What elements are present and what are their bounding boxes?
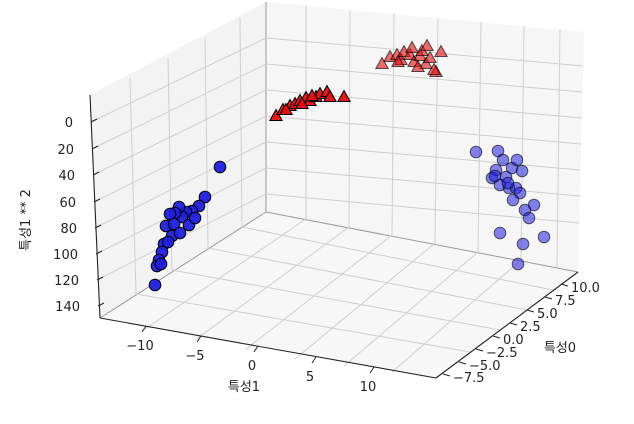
y-tick-mark	[141, 325, 147, 333]
y-tick-label: 10	[360, 380, 377, 395]
z-axis-ticks: 0 20 40 60 80 100 120 140	[53, 116, 105, 315]
circle-marker	[510, 153, 524, 167]
triangle-marker	[374, 56, 390, 70]
floor-pane	[100, 212, 578, 378]
x-tick-mark	[442, 373, 451, 377]
z-tick-mark	[97, 302, 105, 307]
z-tick-mark	[92, 171, 100, 176]
x-tick-label: 10.0	[571, 281, 600, 296]
z-tick-label: 140	[55, 300, 80, 315]
circle-marker	[522, 211, 536, 225]
y-axis-line	[99, 317, 437, 379]
y-tick-mark	[196, 335, 202, 343]
y-tick-mark	[253, 345, 259, 353]
circle-marker	[488, 169, 502, 183]
circle-marker	[501, 176, 515, 190]
circle-marker	[188, 211, 202, 225]
y-tick-label: 5	[306, 370, 314, 385]
triangle-marker	[404, 40, 420, 54]
triangle-marker	[294, 96, 310, 110]
y-tick-label: 0	[248, 359, 256, 374]
circle-marker	[161, 235, 175, 249]
circle-marker	[506, 193, 520, 207]
z-tick-mark	[90, 118, 98, 123]
back-pane	[266, 2, 584, 272]
x-tick-mark	[509, 322, 518, 326]
circle-marker	[496, 153, 510, 167]
circle-marker	[511, 257, 525, 271]
z-tick-label: 100	[53, 248, 78, 263]
circle-marker	[537, 230, 551, 244]
axis-lines	[89, 94, 579, 379]
triangle-marker	[278, 102, 294, 116]
circle-marker	[493, 226, 507, 240]
x-axis-ticks: 10.07.55.02.50.0−2.5−5.0−7.5	[442, 281, 600, 386]
triangle-marker	[390, 54, 406, 68]
pane-edge-floor-right	[265, 211, 579, 273]
triangle-marker	[426, 62, 442, 76]
z-tick-mark	[94, 224, 102, 229]
z-axis-line	[89, 94, 101, 319]
data-points	[148, 38, 551, 292]
triangle-marker	[304, 88, 320, 102]
x-tick-mark	[458, 361, 467, 365]
x-tick-mark	[526, 309, 535, 313]
y-axis-title: 특성1	[228, 380, 260, 395]
y-axis-ticks: −10 −5 0 5 10	[126, 325, 377, 395]
triangle-marker	[336, 89, 352, 103]
z-tick-mark	[96, 276, 104, 281]
z-tick-label: 40	[58, 169, 75, 184]
x-tick-label: −2.5	[486, 346, 518, 361]
circle-marker	[167, 217, 181, 231]
x-tick-label: 2.5	[520, 320, 541, 335]
triangle-marker	[433, 44, 449, 58]
x-tick-label: −5.0	[469, 359, 501, 374]
circle-marker	[213, 160, 227, 174]
z-tick-label: 80	[60, 222, 77, 237]
x-tick-label: −7.5	[453, 371, 485, 386]
circle-marker	[469, 145, 483, 159]
pane-edge-floor-left	[99, 211, 267, 319]
y-tick-mark	[311, 356, 317, 364]
x-tick-mark	[560, 283, 569, 287]
x-axis-title: 특성0	[544, 341, 576, 356]
circle-marker	[173, 226, 187, 240]
y-tick-label: −10	[126, 339, 153, 354]
z-tick-label: 20	[57, 143, 74, 158]
circle-marker	[154, 257, 168, 271]
x-tick-mark	[492, 335, 501, 339]
x-tick-mark	[544, 296, 553, 300]
triangle-marker	[410, 59, 426, 73]
triangle-marker	[422, 50, 438, 64]
x-tick-label: 5.0	[537, 307, 558, 322]
y-tick-label: −5	[185, 349, 204, 364]
x-tick-mark	[475, 348, 484, 352]
y-tick-mark	[369, 366, 375, 374]
triangle-marker	[419, 38, 435, 52]
x-tick-label: 7.5	[555, 294, 576, 309]
z-axis-title: 특성1 ** 2	[19, 189, 34, 251]
triangle-marker	[322, 89, 338, 103]
z-tick-mark	[93, 198, 101, 203]
z-tick-mark	[91, 145, 99, 150]
x-tick-label: 0.0	[503, 333, 524, 348]
z-tick-label: 0	[65, 116, 73, 131]
circle-marker	[198, 190, 212, 204]
circle-marker	[148, 278, 162, 292]
circle-marker	[516, 237, 530, 251]
x-axis-line	[435, 271, 579, 379]
z-tick-label: 120	[54, 274, 79, 289]
z-tick-label: 60	[59, 196, 76, 211]
circle-marker	[515, 164, 529, 178]
z-tick-mark	[95, 250, 103, 255]
